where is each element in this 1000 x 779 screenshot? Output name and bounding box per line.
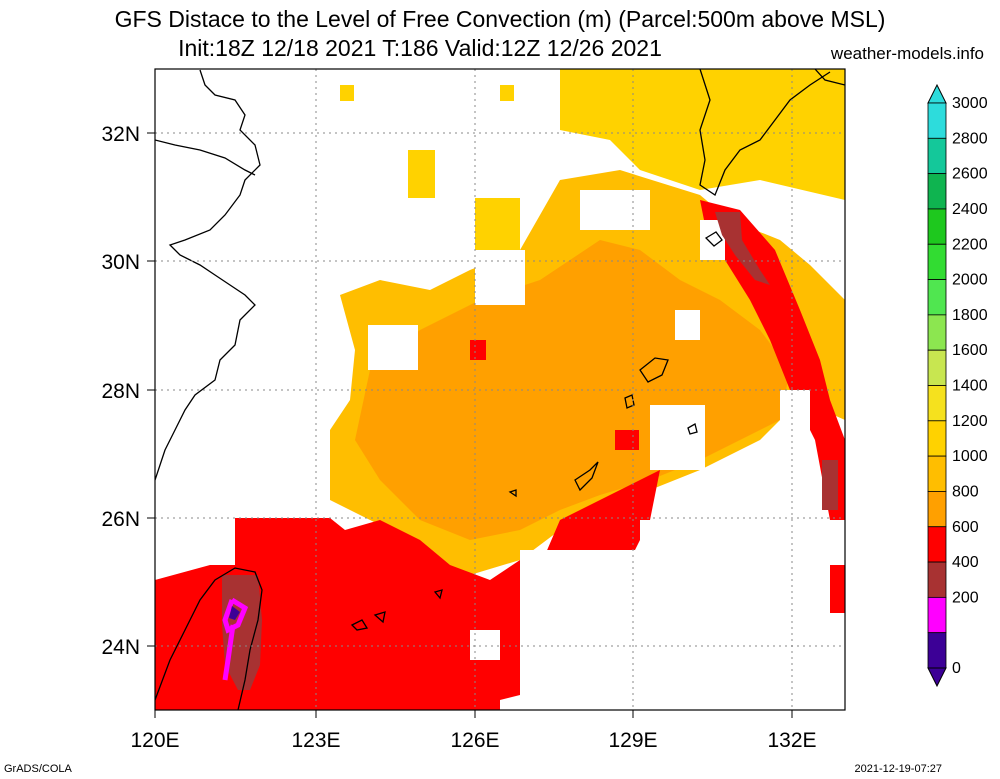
colorbar-segment bbox=[927, 314, 947, 351]
colorbar-arrow-bottom bbox=[927, 667, 947, 688]
island-amami bbox=[574, 461, 599, 492]
coastlines bbox=[155, 69, 845, 710]
footer-timestamp: 2021-12-19-07:27 bbox=[854, 763, 942, 775]
lon-tick-label: 132E bbox=[767, 729, 816, 752]
field-brown-band bbox=[715, 212, 770, 285]
lat-tick-label: 28N bbox=[101, 380, 140, 403]
colorbar-segment bbox=[927, 102, 947, 139]
chart-title-line2: Init:18Z 12/18 2021 T:186 Valid:12Z 12/2… bbox=[178, 35, 662, 61]
field-brown-east bbox=[822, 460, 838, 510]
gap-9 bbox=[780, 390, 810, 500]
island-yaku bbox=[704, 231, 723, 247]
coast-kyushu bbox=[699, 69, 831, 196]
colorbar-segment bbox=[927, 279, 947, 316]
colorbar-segment bbox=[927, 491, 947, 528]
colorbar: 3000280026002400220020001800160014001200… bbox=[927, 83, 988, 688]
colorbar-segment bbox=[927, 455, 947, 492]
coast-korea-edge bbox=[814, 69, 845, 86]
lat-tick-label: 30N bbox=[101, 251, 140, 274]
gap-1 bbox=[368, 325, 418, 370]
colorbar-segment bbox=[927, 137, 947, 175]
island-ryukyu-small bbox=[624, 394, 635, 409]
site-label: weather-models.info bbox=[830, 44, 984, 63]
colorbar-segment bbox=[927, 208, 947, 245]
chart-title-line1: GFS Distace to the Level of Free Convect… bbox=[114, 6, 886, 32]
lon-tick-label: 120E bbox=[130, 729, 179, 752]
island-miyako bbox=[350, 589, 443, 631]
colorbar-label: 2800 bbox=[952, 130, 988, 147]
island-daito bbox=[508, 423, 698, 498]
colorbar-segment bbox=[927, 385, 947, 422]
footer-software: GrADS/COLA bbox=[4, 763, 72, 775]
gap-2 bbox=[475, 250, 525, 305]
colorbar-segment bbox=[927, 526, 947, 563]
colorbar-label: 2400 bbox=[952, 201, 988, 218]
colorbar-arrow-top bbox=[927, 83, 947, 104]
colorbar-segment bbox=[927, 596, 947, 634]
field-layer bbox=[155, 69, 845, 710]
field-red-spot-2 bbox=[615, 430, 639, 450]
grid bbox=[155, 69, 845, 710]
colorbar-label: 1600 bbox=[952, 342, 988, 359]
field-light-yellow-4 bbox=[340, 85, 354, 101]
field-light-yellow bbox=[560, 69, 845, 200]
colorbar-label: 3000 bbox=[952, 95, 988, 112]
field-light-yellow-3 bbox=[475, 198, 520, 250]
gap-5 bbox=[520, 550, 640, 710]
lat-tick-label: 32N bbox=[101, 123, 140, 146]
coast-taiwan bbox=[155, 567, 263, 710]
field-red-spot bbox=[470, 340, 486, 360]
colorbar-label: 200 bbox=[952, 589, 979, 606]
lon-tick-label: 126E bbox=[450, 729, 499, 752]
lat-tick-label: 26N bbox=[101, 508, 140, 531]
lat-tick-label: 24N bbox=[101, 636, 140, 659]
colorbar-segment bbox=[927, 243, 947, 280]
lon-tick-label: 123E bbox=[291, 729, 340, 752]
colorbar-label: 1000 bbox=[952, 448, 988, 465]
gap-4 bbox=[675, 310, 700, 340]
field-red-east bbox=[830, 565, 845, 613]
colorbar-segment bbox=[927, 420, 947, 457]
colorbar-label: 600 bbox=[952, 519, 979, 536]
gap-8 bbox=[580, 190, 650, 230]
colorbar-label: 2000 bbox=[952, 272, 988, 289]
colorbar-label: 0 bbox=[952, 660, 961, 677]
axis-ticks bbox=[147, 132, 793, 718]
field-light-yellow-2 bbox=[408, 150, 435, 198]
colorbar-label: 400 bbox=[952, 554, 979, 571]
colorbar-segment bbox=[927, 173, 947, 210]
colorbar-label: 1400 bbox=[952, 378, 988, 395]
field-light-yellow-5 bbox=[500, 85, 514, 101]
colorbar-segment bbox=[927, 349, 947, 386]
colorbar-segment bbox=[927, 632, 947, 669]
coast-changjiang bbox=[155, 139, 256, 176]
island-okinawa bbox=[639, 357, 669, 383]
colorbar-label: 2600 bbox=[952, 166, 988, 183]
coast-china bbox=[155, 69, 261, 481]
field-purple bbox=[229, 606, 240, 620]
gap-3 bbox=[650, 405, 705, 470]
field-magenta bbox=[222, 597, 249, 681]
colorbar-label: 1200 bbox=[952, 413, 988, 430]
colorbar-label: 1800 bbox=[952, 307, 988, 324]
colorbar-label: 800 bbox=[952, 483, 979, 500]
gap-6 bbox=[640, 520, 830, 710]
lon-tick-label: 129E bbox=[608, 729, 657, 752]
colorbar-label: 2200 bbox=[952, 236, 988, 253]
colorbar-segment bbox=[927, 561, 947, 598]
